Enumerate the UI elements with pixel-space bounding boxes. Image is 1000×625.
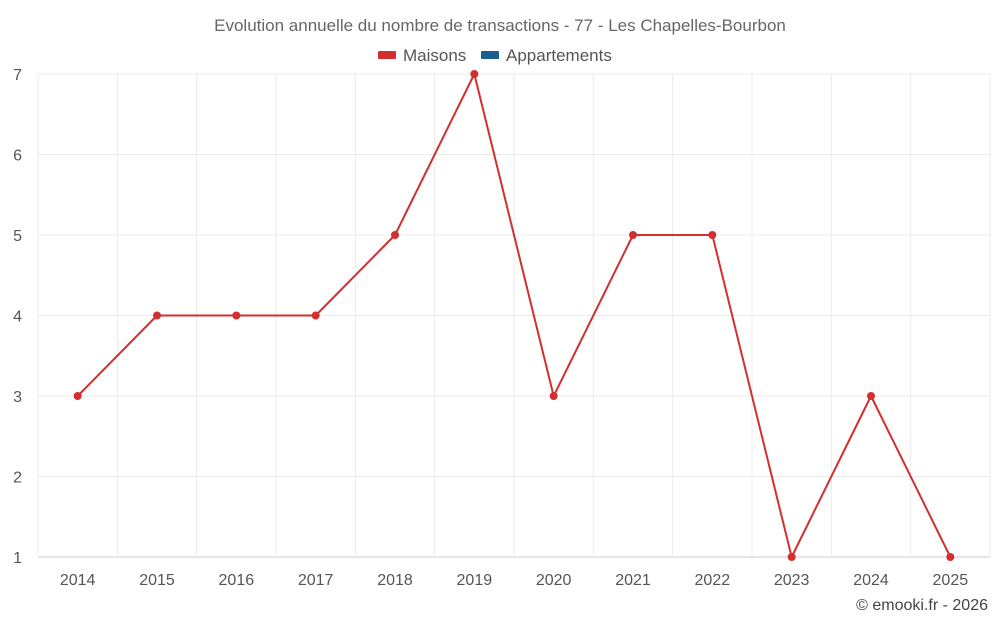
data-point-2025[interactable]: [946, 553, 955, 561]
data-point-2021[interactable]: [629, 231, 637, 239]
y-tick-label: 5: [13, 228, 22, 245]
x-tick-label: 2023: [774, 572, 810, 589]
y-tick-label: 1: [13, 550, 22, 567]
x-tick-label: 2024: [853, 572, 889, 589]
data-point-2016[interactable]: [232, 311, 241, 320]
y-tick-label: 7: [13, 67, 22, 84]
x-tick-label: 2020: [536, 572, 572, 589]
legend-label-appartements[interactable]: Appartements: [506, 46, 612, 65]
y-tick-label: 4: [13, 309, 22, 326]
legend-swatch-maisons[interactable]: [378, 51, 396, 59]
chart-title: Evolution annuelle du nombre de transact…: [214, 16, 786, 35]
x-tick-label: 2025: [933, 572, 969, 589]
x-tick-label: 2015: [139, 572, 175, 589]
series-maisons: [73, 70, 955, 561]
legend: Maisons Appartements: [378, 46, 612, 65]
data-point-2023[interactable]: [787, 553, 796, 561]
x-tick-label: 2022: [695, 572, 731, 589]
x-tick-label: 2018: [377, 572, 413, 589]
x-tick-label: 2014: [60, 572, 96, 589]
data-point-2015[interactable]: [153, 311, 161, 320]
y-tick-label: 6: [13, 148, 22, 165]
data-point-2014[interactable]: [73, 392, 82, 400]
data-point-2018[interactable]: [391, 231, 399, 239]
series-line-maisons: [76, 73, 952, 558]
data-point-2017[interactable]: [311, 311, 320, 320]
data-point-2022[interactable]: [708, 231, 717, 239]
credit-text: © emooki.fr - 2026: [856, 597, 988, 614]
data-point-2020[interactable]: [549, 392, 558, 400]
y-axis: 1 2 3 4 5 6 7: [13, 67, 22, 567]
x-axis: 2014 2015 2016 2017 2018 2019 2020 2021 2022 2023…: [60, 572, 968, 589]
x-tick-label: 2019: [457, 572, 493, 589]
legend-label-maisons[interactable]: Maisons: [403, 46, 466, 65]
x-tick-label: 2021: [615, 572, 651, 589]
x-tick-label: 2017: [298, 572, 334, 589]
y-tick-label: 2: [13, 470, 22, 487]
x-tick-label: 2016: [219, 572, 255, 589]
legend-swatch-appartements[interactable]: [481, 51, 499, 59]
data-point-2024[interactable]: [867, 392, 875, 400]
y-tick-label: 3: [13, 389, 22, 406]
data-point-2019[interactable]: [470, 70, 479, 78]
